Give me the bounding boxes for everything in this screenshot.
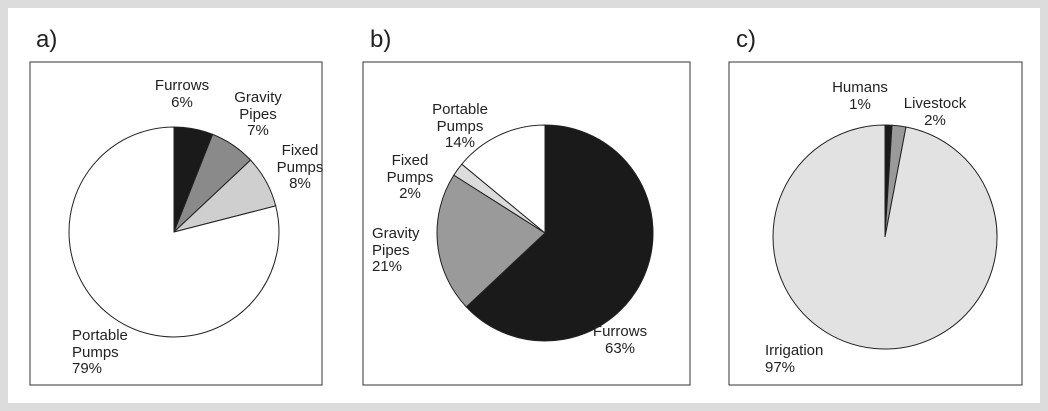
chart-title: b) <box>370 26 392 53</box>
panel-frame <box>728 61 1023 386</box>
value-label: 6% <box>171 93 193 111</box>
category-label: Portable Pumps <box>432 101 488 135</box>
value-label: 14% <box>444 134 476 151</box>
category-label: Furrows <box>154 77 210 94</box>
value-label: 2% <box>399 185 421 202</box>
value-label: 63% <box>604 339 636 357</box>
pie-slice <box>772 124 998 350</box>
slice-label: Fixed Pumps 2% <box>372 152 448 203</box>
value-label: 2% <box>924 111 946 129</box>
panel-frame <box>29 61 323 386</box>
category-label: Livestock <box>903 95 967 112</box>
category-label: Furrows <box>592 323 648 340</box>
category-label: Irrigation <box>765 342 824 359</box>
slice-label: Furrows 6% <box>144 77 220 111</box>
panel-frame <box>362 61 691 386</box>
category-label: Portable Pumps <box>72 327 128 361</box>
category-label: Gravity Pipes <box>372 225 420 259</box>
pie-slice <box>68 126 280 338</box>
category-label: Fixed Pumps <box>276 142 324 176</box>
slice-label: Humans 1% <box>822 79 898 113</box>
value-label: 7% <box>247 122 269 139</box>
chart-title: c) <box>736 26 756 53</box>
slice-label: Portable Pumps 14% <box>422 101 498 152</box>
chart-title: a) <box>36 26 58 53</box>
pie-slice <box>461 124 546 235</box>
value-label: 8% <box>289 175 311 192</box>
slice-label: Fixed Pumps 8% <box>262 142 338 193</box>
category-label: Fixed Pumps <box>386 152 434 186</box>
slice-label: Furrows 63% <box>582 323 658 357</box>
pies <box>29 61 1023 386</box>
value-label: 97% <box>765 358 796 376</box>
slice-label: Irrigation 97% <box>765 342 841 376</box>
pie-slice <box>465 124 654 342</box>
pie-slice <box>436 174 546 308</box>
slice-label: Livestock 2% <box>897 95 973 129</box>
value-label: 1% <box>849 95 871 113</box>
category-label: Humans <box>832 79 888 96</box>
value-label: 21% <box>372 258 403 275</box>
slice-label: Gravity Pipes 21% <box>372 225 448 276</box>
value-label: 79% <box>72 360 103 377</box>
category-label: Gravity Pipes <box>234 89 282 123</box>
slice-label: Gravity Pipes 7% <box>220 89 296 140</box>
slice-label: Portable Pumps 79% <box>72 327 148 378</box>
